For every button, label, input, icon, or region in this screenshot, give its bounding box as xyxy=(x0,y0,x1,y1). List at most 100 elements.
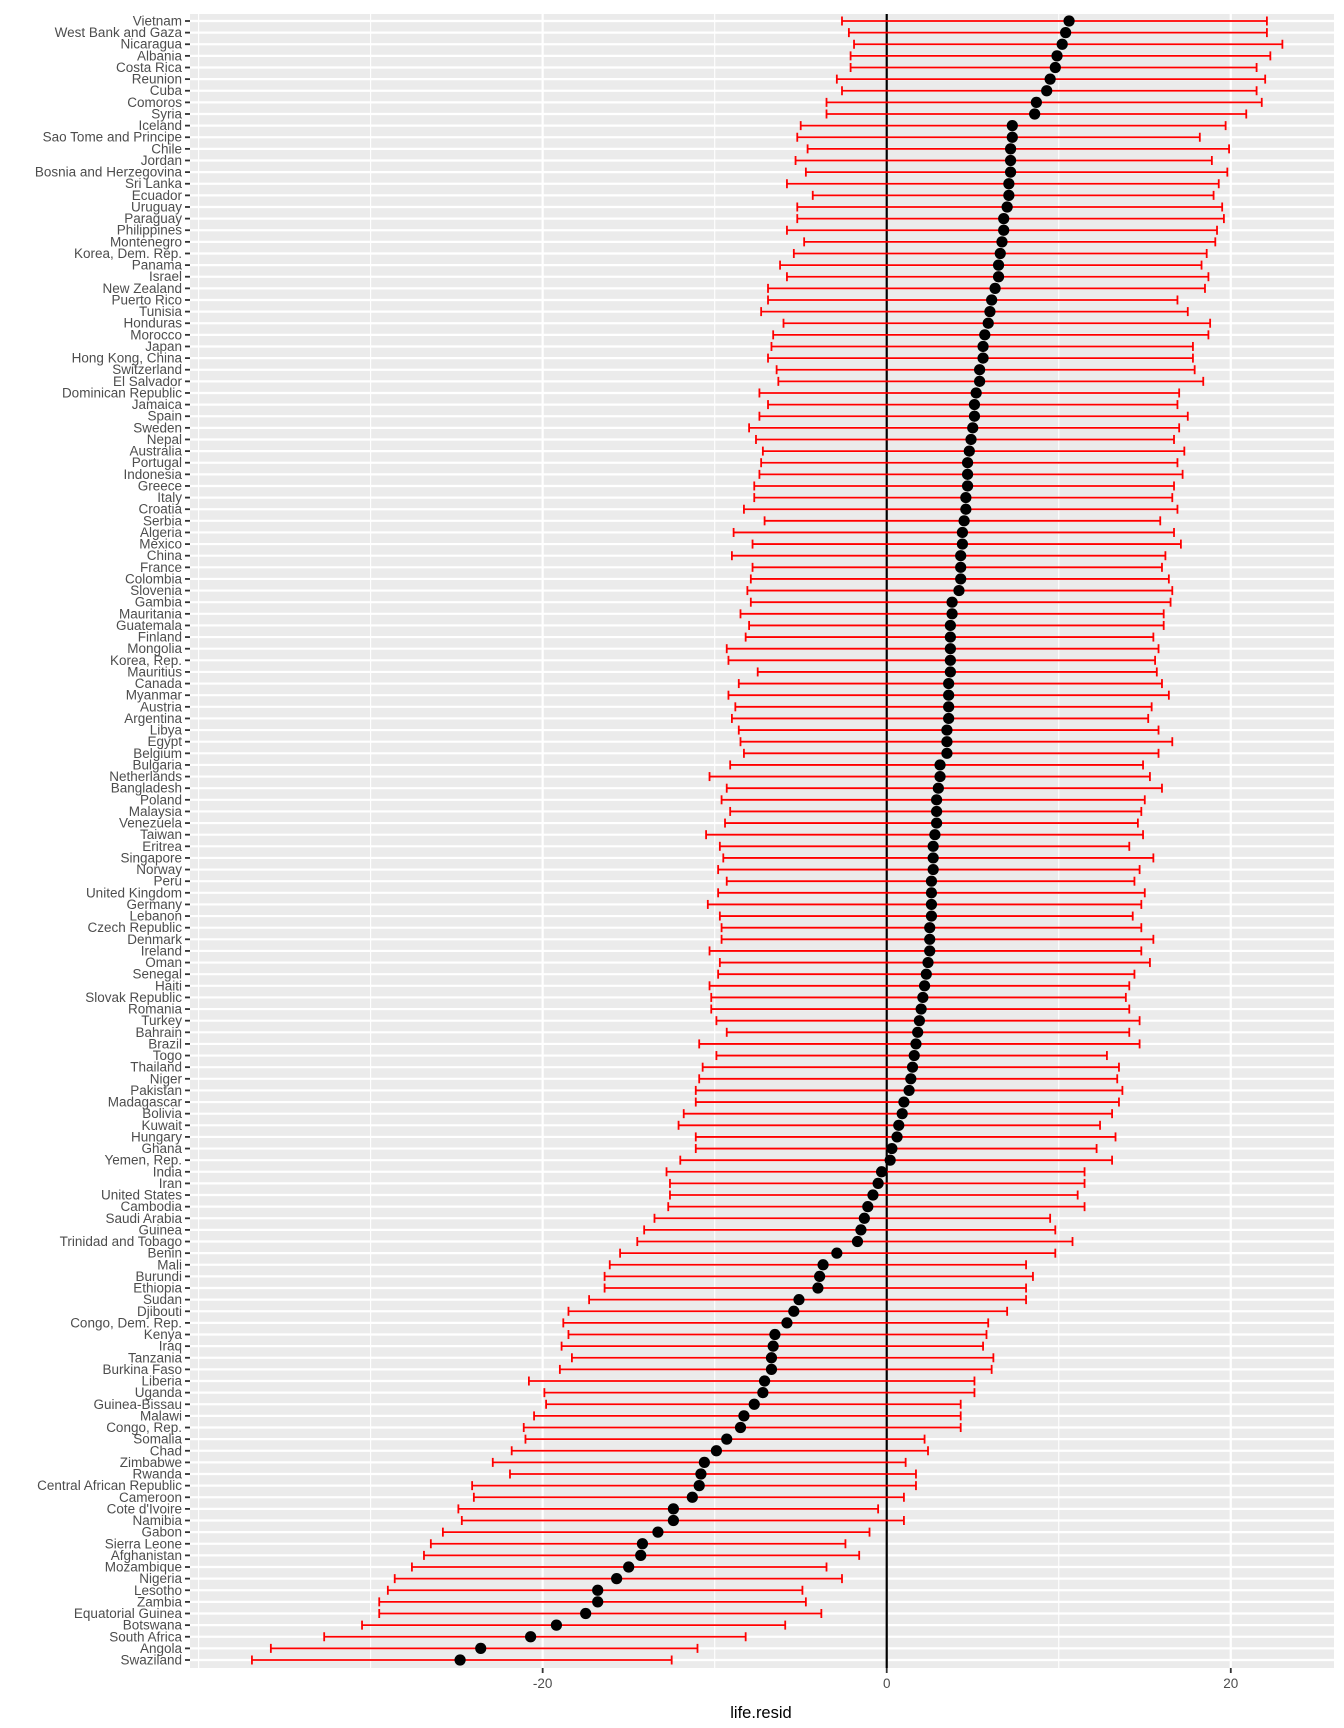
y-tick-label: Dominican Republic xyxy=(62,385,182,400)
error-bar xyxy=(847,28,1268,38)
error-bar xyxy=(853,39,1284,49)
residual-point xyxy=(984,306,996,318)
y-tick-label: Comoros xyxy=(127,95,182,110)
error-bar xyxy=(643,1225,1057,1235)
y-tick-label: Guinea-Bissau xyxy=(93,1397,182,1412)
y-tick-label: Guatemala xyxy=(116,618,183,633)
error-bar xyxy=(767,283,1206,293)
y-tick-label: Central African Republic xyxy=(37,1478,182,1493)
residual-point xyxy=(906,1061,919,1073)
residual-point xyxy=(974,364,986,376)
y-tick-label: Rwanda xyxy=(132,1467,182,1482)
residual-point xyxy=(998,213,1010,225)
y-tick-label: Tanzania xyxy=(128,1350,183,1365)
y-tick-label: Bahrain xyxy=(135,1025,182,1040)
residual-point xyxy=(915,1003,927,1015)
residual-point xyxy=(765,1363,778,1375)
residual-point xyxy=(1003,189,1015,201)
y-tick-label: Iceland xyxy=(138,118,182,133)
residual-point xyxy=(974,375,986,387)
y-tick-label: Ireland xyxy=(141,943,182,958)
y-tick-label: Puerto Rico xyxy=(111,292,182,307)
residual-point xyxy=(757,1387,769,1399)
y-tick-label: Sierra Leone xyxy=(105,1536,182,1551)
y-tick-label: Tunisia xyxy=(139,304,183,319)
y-tick-label: Botswana xyxy=(123,1618,183,1633)
residual-point xyxy=(475,1642,487,1654)
residual-point xyxy=(924,933,936,945)
residual-point xyxy=(652,1526,664,1538)
residual-point xyxy=(998,224,1010,236)
y-tick-label: Mauritania xyxy=(119,606,183,621)
y-tick-label: Cuba xyxy=(150,83,183,98)
y-tick-label: Belgium xyxy=(133,746,182,761)
y-tick-label: Argentina xyxy=(124,711,182,726)
residual-point xyxy=(943,701,955,713)
y-tick-label: Thailand xyxy=(130,1060,182,1075)
residual-point xyxy=(963,445,975,457)
residual-point xyxy=(693,1480,705,1492)
residual-point xyxy=(748,1398,760,1410)
y-tick-label: Vietnam xyxy=(133,14,182,29)
residual-point xyxy=(867,1189,879,1201)
plot-panel xyxy=(190,14,1334,1668)
residual-point xyxy=(924,945,936,957)
y-tick-label: Madagascar xyxy=(108,1095,183,1110)
error-bar xyxy=(825,97,1263,107)
residual-point xyxy=(953,584,965,597)
y-tick-label: Oman xyxy=(145,955,182,970)
y-tick-label: Syria xyxy=(151,106,182,121)
y-tick-label: Kenya xyxy=(144,1327,183,1342)
y-tick-label: Liberia xyxy=(141,1374,182,1389)
error-bar xyxy=(796,214,1225,224)
error-bar xyxy=(727,655,1156,665)
error-bar xyxy=(756,667,1158,677)
residual-point xyxy=(905,1073,917,1085)
residual-point xyxy=(611,1573,623,1585)
residual-point xyxy=(781,1317,793,1329)
residual-point xyxy=(944,643,956,655)
residual-point xyxy=(943,712,955,725)
y-tick-label: Namibia xyxy=(132,1513,182,1528)
y-tick-label: Bosnia and Herzegovina xyxy=(35,165,183,180)
y-tick-label: Netherlands xyxy=(109,769,182,784)
residual-point xyxy=(812,1282,824,1294)
error-bar xyxy=(679,1155,1113,1165)
error-bar xyxy=(665,1167,1086,1177)
residual-point xyxy=(992,259,1005,271)
y-tick-label: Indonesia xyxy=(123,467,182,482)
error-bar xyxy=(730,713,1150,723)
residual-point xyxy=(550,1619,563,1631)
y-tick-label: Slovak Republic xyxy=(85,990,182,1005)
y-tick-label: Portugal xyxy=(132,455,182,470)
residual-point xyxy=(817,1259,829,1271)
residual-point xyxy=(454,1654,466,1666)
error-bar xyxy=(806,144,1230,154)
x-tick-label: 0 xyxy=(883,1676,891,1691)
residual-point xyxy=(941,736,953,748)
residual-point xyxy=(738,1410,750,1422)
y-tick-label: Croatia xyxy=(138,502,182,517)
error-bar xyxy=(772,330,1210,340)
y-tick-label: Zambia xyxy=(137,1594,183,1609)
y-tick-label: United States xyxy=(101,1188,182,1203)
y-tick-label: Mauritius xyxy=(127,664,182,679)
error-bar xyxy=(777,376,1205,386)
y-tick-label: Lesotho xyxy=(134,1583,182,1598)
y-tick-label: Uganda xyxy=(135,1385,183,1400)
y-tick-label: Ecuador xyxy=(132,188,183,203)
residual-point xyxy=(767,1340,779,1352)
residual-points xyxy=(454,15,1075,1666)
residual-point xyxy=(698,1456,710,1468)
residual-point xyxy=(1004,154,1017,167)
residual-point xyxy=(769,1328,781,1341)
residual-point xyxy=(580,1607,592,1620)
error-bar xyxy=(732,527,1175,537)
residual-point xyxy=(968,398,981,411)
y-tick-label: Myanmar xyxy=(126,688,183,703)
residual-point xyxy=(1006,131,1018,143)
residual-point xyxy=(943,689,955,701)
residual-point xyxy=(955,573,967,585)
y-tick-label: Korea, Dem. Rep. xyxy=(74,246,182,261)
residual-point xyxy=(710,1445,723,1457)
